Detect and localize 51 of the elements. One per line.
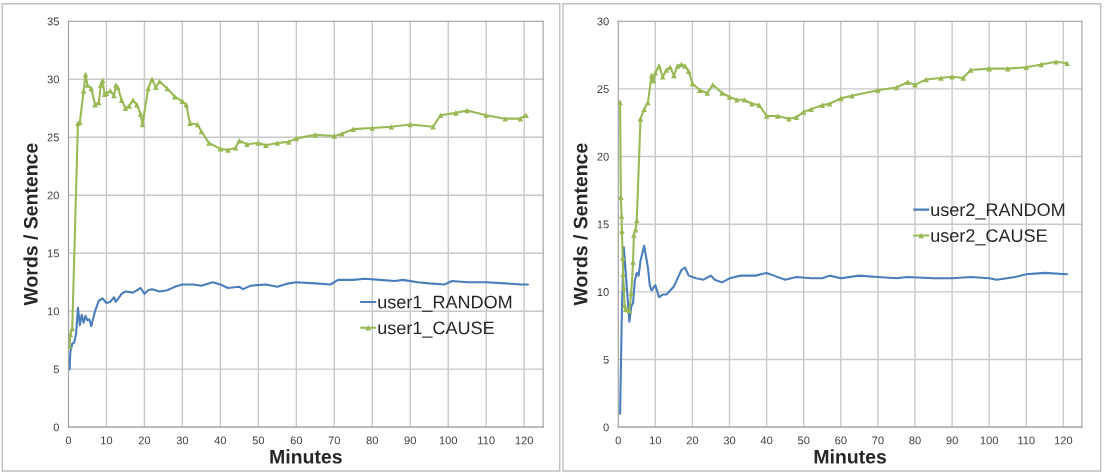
x-tick-label: 20	[686, 436, 699, 445]
line-series	[619, 244, 1069, 415]
x-tick-label: 90	[946, 436, 958, 445]
y-tick-label: 5	[53, 365, 59, 374]
y-tick-label: 25	[47, 133, 59, 142]
x-tick-label: 10	[650, 436, 662, 445]
y-tick-label: 10	[47, 307, 59, 316]
y-tick-label: 20	[47, 191, 59, 200]
x-tick-label: 60	[835, 436, 847, 445]
x-tick-label: 100	[980, 436, 999, 445]
x-tick-label: 10	[101, 436, 113, 445]
y-tick-label: 15	[47, 249, 59, 258]
x-tick-label: 30	[723, 436, 736, 445]
y-tick-label: 10	[597, 288, 609, 296]
x-tick-label: 50	[252, 436, 265, 445]
x-tick-label: 120	[515, 436, 534, 445]
x-tick-label: 110	[1018, 436, 1035, 445]
y-tick-label: 30	[597, 17, 609, 26]
y-tick-label: 30	[47, 75, 59, 84]
x-tick-label: 30	[176, 436, 189, 445]
x-axis-title: Minutes	[270, 449, 342, 464]
y-tick-label: 35	[47, 17, 59, 26]
x-tick-label: 110	[478, 436, 495, 445]
x-tick-label: 70	[328, 436, 341, 445]
legend-label: user1_CAUSE	[378, 321, 494, 338]
y-tick-label: 0	[53, 423, 59, 432]
y-tick-label: 20	[597, 152, 609, 161]
line-series	[68, 277, 530, 371]
x-tick-label: 80	[909, 436, 921, 445]
x-tick-label: 50	[797, 436, 810, 445]
legend-label: user1_RANDOM	[378, 295, 512, 312]
x-tick-label: 70	[872, 436, 884, 445]
y-tick-label: 15	[597, 220, 609, 229]
y-axis-title: Words / Sentence	[23, 143, 38, 306]
x-tick-label: 100	[439, 436, 458, 445]
legend-label: user2_CAUSE	[931, 229, 1047, 246]
legend-label: user2_RANDOM	[931, 203, 1065, 220]
x-tick-label: 0	[615, 436, 621, 445]
x-axis-title: Minutes	[814, 449, 887, 464]
x-tick-label: 120	[1054, 436, 1073, 445]
y-tick-label: 25	[597, 85, 609, 94]
x-tick-label: 20	[138, 436, 151, 445]
y-axis-title: Words / Sentence	[573, 143, 588, 306]
x-tick-label: 90	[404, 436, 416, 445]
x-tick-label: 80	[366, 436, 379, 445]
x-tick-label: 60	[290, 436, 303, 445]
y-tick-label: 5	[603, 355, 609, 364]
y-tick-label: 0	[603, 423, 609, 432]
x-tick-label: 40	[214, 436, 227, 445]
x-tick-label: 0	[65, 436, 72, 445]
x-tick-label: 40	[760, 436, 773, 445]
